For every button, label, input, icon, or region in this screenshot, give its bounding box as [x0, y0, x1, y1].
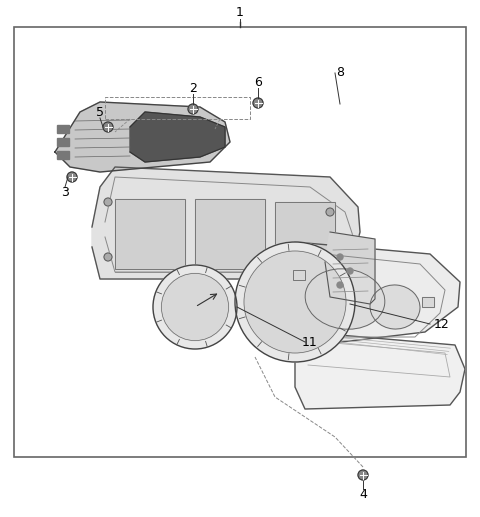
Circle shape	[326, 258, 334, 266]
Text: 2: 2	[189, 83, 197, 96]
Text: 11: 11	[302, 336, 318, 348]
Text: 6: 6	[254, 77, 262, 89]
Bar	[293, 270, 305, 280]
Text: 8: 8	[336, 67, 344, 80]
Circle shape	[358, 470, 368, 480]
Circle shape	[326, 208, 334, 216]
Text: 12: 12	[434, 317, 450, 330]
Polygon shape	[295, 332, 465, 409]
Polygon shape	[325, 232, 375, 304]
Bar	[195, 199, 265, 269]
Circle shape	[161, 273, 228, 341]
Bar	[293, 270, 305, 280]
Bar	[422, 297, 434, 307]
Polygon shape	[55, 102, 230, 172]
Circle shape	[253, 98, 263, 108]
Polygon shape	[130, 112, 225, 162]
Circle shape	[104, 253, 112, 261]
Circle shape	[347, 268, 353, 274]
Circle shape	[337, 254, 343, 260]
Text: 1: 1	[236, 7, 244, 20]
Circle shape	[188, 104, 198, 114]
Polygon shape	[92, 167, 360, 279]
Circle shape	[244, 251, 346, 353]
Circle shape	[337, 282, 343, 288]
Ellipse shape	[305, 269, 385, 329]
Circle shape	[104, 198, 112, 206]
Text: 5: 5	[96, 107, 104, 119]
Bar	[115, 199, 185, 269]
Text: 3: 3	[61, 186, 69, 199]
Bar	[115, 199, 185, 269]
Circle shape	[67, 172, 77, 182]
Ellipse shape	[370, 285, 420, 329]
Bar	[195, 199, 265, 269]
Bar	[422, 297, 434, 307]
Bar	[57, 138, 69, 146]
Bar	[57, 125, 69, 133]
Bar	[14, 27, 466, 457]
Circle shape	[153, 265, 237, 349]
Circle shape	[103, 122, 113, 132]
Circle shape	[235, 242, 355, 362]
Bar	[275, 202, 335, 267]
Bar	[275, 202, 335, 267]
Bar	[57, 151, 69, 159]
Text: 4: 4	[359, 489, 367, 501]
Polygon shape	[280, 242, 460, 347]
